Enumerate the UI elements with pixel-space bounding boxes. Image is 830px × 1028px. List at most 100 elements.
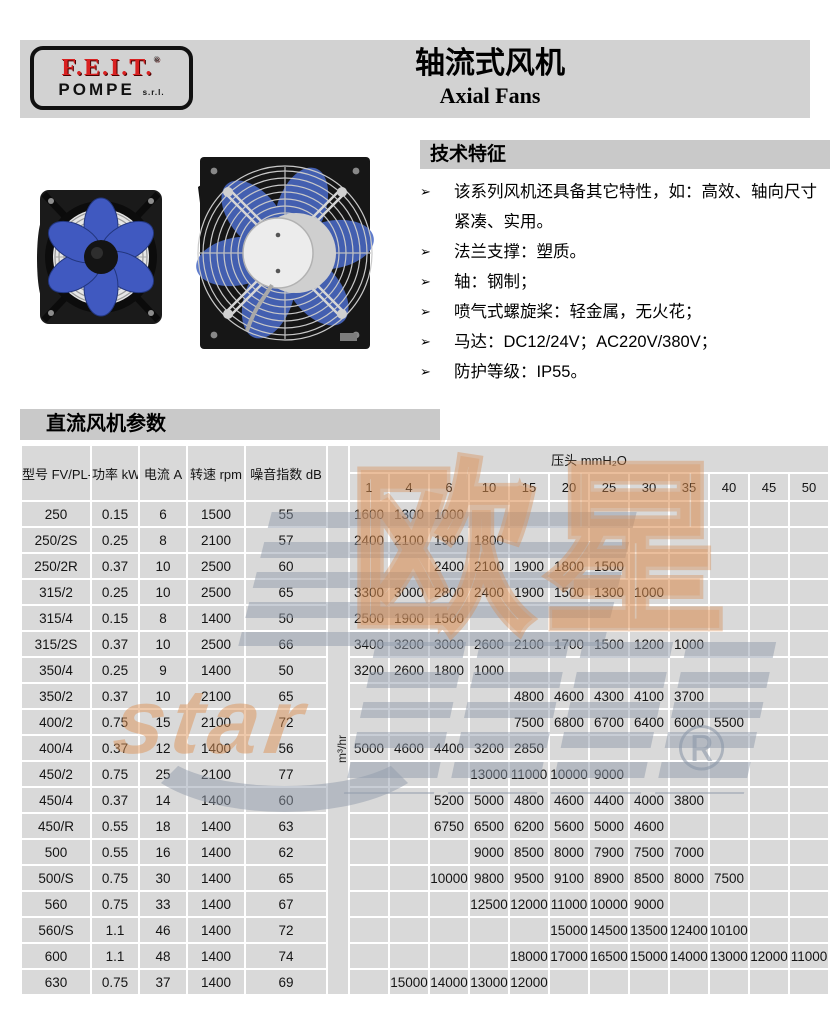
cell-pressure	[787, 604, 830, 632]
cell-pressure	[588, 734, 630, 762]
cell-pressure	[548, 734, 590, 762]
cell-pressure: 13000	[468, 760, 510, 788]
cell-pressure: 7900	[588, 838, 630, 866]
cell-current: 25	[138, 760, 188, 788]
cell-pressure	[708, 500, 750, 528]
cell-pressure: 14000	[668, 942, 710, 970]
cell-power: 0.37	[90, 682, 140, 710]
cell-pressure	[428, 942, 470, 970]
cell-pressure	[348, 786, 390, 814]
cell-rpm: 1400	[186, 968, 246, 996]
cell-power: 0.15	[90, 604, 140, 632]
cell-pressure: 7500	[708, 864, 750, 892]
cell-pressure: 9500	[508, 864, 550, 892]
cell-pressure: 16500	[588, 942, 630, 970]
cell-pressure	[548, 526, 590, 554]
cell-rpm: 2100	[186, 760, 246, 788]
cell-pressure: 5000	[468, 786, 510, 814]
cell-pressure: 12000	[748, 942, 790, 970]
cell-rpm: 1400	[186, 890, 246, 918]
cell-current: 37	[138, 968, 188, 996]
cell-pressure	[748, 578, 790, 606]
cell-pressure: 1300	[588, 578, 630, 606]
cell-pressure	[668, 890, 710, 918]
cell-power: 0.75	[90, 760, 140, 788]
cell-noise: 69	[244, 968, 328, 996]
cell-pressure: 12000	[508, 968, 550, 996]
arrow-bullet-icon: ➢	[420, 274, 431, 290]
cell-pressure	[708, 630, 750, 658]
pressure-col-header: 25	[588, 472, 630, 502]
cell-pressure: 1900	[508, 578, 550, 606]
cell-pressure	[388, 864, 430, 892]
cell-pressure: 1000	[428, 500, 470, 528]
cell-pressure	[748, 708, 790, 736]
cell-rpm: 2500	[186, 552, 246, 580]
cell-pressure: 5500	[708, 708, 750, 736]
cell-pressure: 3200	[468, 734, 510, 762]
cell-pressure	[468, 916, 510, 944]
cell-pressure	[428, 916, 470, 944]
arrow-bullet-icon: ➢	[420, 364, 431, 380]
cell-rpm: 1400	[186, 604, 246, 632]
cell-pressure	[388, 760, 430, 788]
cell-pressure: 5600	[548, 812, 590, 840]
cell-pressure	[388, 682, 430, 710]
feature-text: 轴：钢制；	[454, 273, 537, 292]
table-row: 400/4 0.37 12 1400 56 5000 4600 4400 3200 2850	[20, 734, 830, 762]
cell-pressure: 2850	[508, 734, 550, 762]
cell-current: 6	[138, 500, 188, 528]
cell-pressure	[548, 656, 590, 684]
table-row: 315/2S 0.37 10 2500 66 3400 3200 3000 2600 2100 17…	[20, 630, 830, 658]
cell-pressure	[668, 734, 710, 762]
cell-pressure	[748, 890, 790, 918]
cell-rpm: 1400	[186, 942, 246, 970]
cell-model: 630	[20, 968, 92, 996]
cell-pressure: 3300	[348, 578, 390, 606]
cell-pressure	[787, 812, 830, 840]
cell-rpm: 1400	[186, 812, 246, 840]
cell-pressure	[388, 838, 430, 866]
cell-model: 500	[20, 838, 92, 866]
cell-pressure	[348, 968, 390, 996]
feature-item: ➢ 马达：DC12/24V；AC220V/380V；	[420, 327, 830, 357]
pressure-col-header: 20	[548, 472, 590, 502]
flow-unit-cell: m³/hr	[326, 500, 350, 996]
table-row: 250/2S 0.25 8 2100 57 2400 2100 1900 1800	[20, 526, 830, 554]
page-title: 轴流式风机	[415, 47, 565, 80]
table-row: 560/S 1.1 46 1400 72 15000 14500 13500 12400 1010…	[20, 916, 830, 944]
cell-pressure	[388, 708, 430, 736]
col-header: 电流 A	[138, 444, 188, 502]
table-row: 350/2 0.37 10 2100 65 4800 4600 4300 4100 3700	[20, 682, 830, 710]
cell-noise: 50	[244, 604, 328, 632]
table-wrap: 型号 FV/PL- 功率 kW 电流 A 转速 rpm 噪音指数 dB 压头 mmH₂O 1…	[20, 444, 830, 996]
cell-pressure	[787, 656, 830, 684]
cell-pressure	[787, 760, 830, 788]
cell-pressure: 1800	[428, 656, 470, 684]
cell-pressure	[388, 786, 430, 814]
cell-pressure: 1900	[508, 552, 550, 580]
cell-power: 0.37	[90, 552, 140, 580]
cell-current: 10	[138, 552, 188, 580]
cell-noise: 63	[244, 812, 328, 840]
table-row: 500/S 0.75 30 1400 65 10000 9800 9500 9100 8900 85…	[20, 864, 830, 892]
cell-current: 46	[138, 916, 188, 944]
cell-noise: 67	[244, 890, 328, 918]
table-row: 400/2 0.75 15 2100 72 7500 6800 6700 6400 6000 550…	[20, 708, 830, 736]
cell-pressure	[628, 734, 670, 762]
cell-pressure	[548, 604, 590, 632]
cell-model: 315/2S	[20, 630, 92, 658]
cell-pressure: 1900	[388, 604, 430, 632]
cell-power: 1.1	[90, 916, 140, 944]
cell-pressure: 8000	[668, 864, 710, 892]
cell-pressure	[348, 552, 390, 580]
cell-noise: 50	[244, 656, 328, 684]
cell-pressure: 3800	[668, 786, 710, 814]
cell-pressure: 10000	[588, 890, 630, 918]
cell-pressure	[748, 864, 790, 892]
cell-pressure: 5200	[428, 786, 470, 814]
cell-pressure	[787, 916, 830, 944]
cell-pressure: 2400	[428, 552, 470, 580]
cell-model: 250	[20, 500, 92, 528]
cell-pressure: 7500	[508, 708, 550, 736]
